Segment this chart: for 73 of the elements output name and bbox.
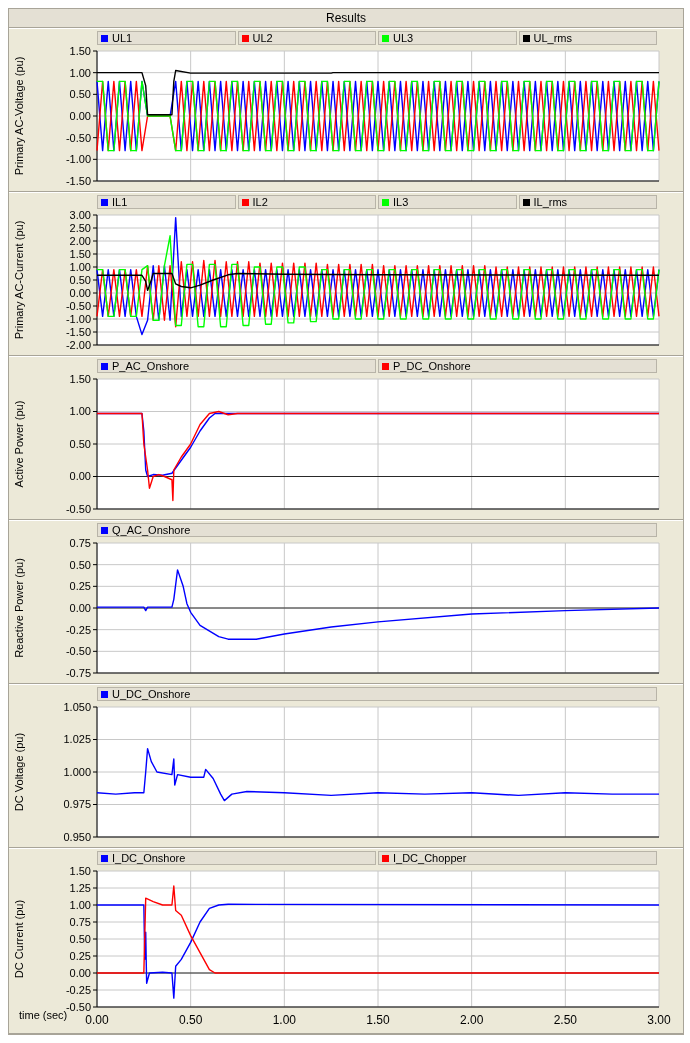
x-tick-label: 1.00 [272,1012,297,1027]
y-tick-label: -1.50 [65,325,91,338]
legend-label: U_DC_Onshore [112,688,191,700]
y-tick-label: 1.50 [69,372,91,385]
legend-label: IL2 [252,196,268,208]
y-tick-label: 0.75 [69,536,91,549]
legend-label: IL_rms [533,196,568,208]
legend-label: P_AC_Onshore [112,360,190,372]
legend-label: IL3 [393,196,409,208]
y-tick-label: 1.050 [63,700,91,713]
y-tick-label: 0.75 [69,915,91,928]
y-tick-label: 1.000 [63,765,91,778]
y-tick-label: -0.25 [65,983,91,996]
legend-label: IL1 [112,196,128,208]
y-tick-label: -0.50 [65,131,91,144]
legend-label: UL1 [112,32,133,44]
x-tick-label: 2.00 [459,1012,484,1027]
legend-label: I_DC_Chopper [393,852,467,864]
y-tick-label: -2.00 [65,338,91,351]
y-tick-label: 0.25 [69,949,91,962]
y-tick-label: 2.00 [69,234,91,247]
y-tick-label: 1.25 [69,881,91,894]
x-tick-label: 3.00 [647,1012,671,1027]
y-tick-label: 0.50 [69,932,91,945]
x-tick-label: 2.50 [553,1012,578,1027]
y-tick-label: 3.00 [69,208,91,221]
y-tick-label: -1.00 [65,312,91,325]
chart-title: Results [9,9,683,28]
y-tick-label: 0.00 [69,966,91,979]
legend-label: UL_rms [533,32,573,44]
y-tick-label: 1.00 [69,898,91,911]
y-tick-label: 1.00 [69,66,91,79]
y-tick-label: 0.25 [69,580,91,593]
x-tick-label: 0.50 [178,1012,203,1027]
y-tick-label: -0.50 [65,502,91,515]
y-tick-label: 0.50 [69,437,91,450]
y-tick-label: 1.50 [69,44,91,57]
y-tick-label: -0.50 [65,1000,91,1013]
y-tick-label: 0.00 [69,470,91,483]
y-axis-title: Reactive Power (pu) [12,558,25,658]
y-axis-title: DC Voltage (pu) [12,732,25,812]
y-tick-label: 0.00 [69,109,91,122]
y-tick-label: 0.50 [69,558,91,571]
y-tick-label: -0.50 [65,645,91,658]
y-tick-label: -1.00 [65,153,91,166]
y-tick-label: 1.025 [63,733,91,746]
legend-label: Q_AC_Onshore [112,524,191,536]
y-tick-label: 1.00 [69,260,91,273]
x-tick-label: 1.50 [366,1012,390,1027]
legend-label: I_DC_Onshore [112,852,186,864]
y-tick-label: -1.50 [65,174,91,187]
y-tick-label: 0.50 [69,88,91,101]
y-tick-label: -0.50 [65,299,91,312]
y-tick-label: 0.50 [69,273,91,286]
y-tick-label: 1.50 [69,864,91,877]
y-tick-label: 1.50 [69,247,91,260]
legend-label: UL2 [252,32,273,44]
legend-label: UL3 [393,32,414,44]
y-tick-label: -0.75 [65,666,91,679]
y-tick-label: 0.975 [63,798,91,811]
y-tick-label: 2.50 [69,221,91,234]
y-axis-title: Active Power (pu) [12,400,25,488]
y-tick-label: 0.00 [69,601,91,614]
x-tick-label: 0.00 [85,1012,109,1027]
y-axis-title: Primary AC-Voltage (pu) [12,56,25,176]
x-axis-title: time (sec) [19,1009,68,1021]
y-tick-label: 0.00 [69,286,91,299]
y-tick-label: 1.00 [69,405,91,418]
y-tick-label: 0.950 [63,830,91,843]
legend-label: P_DC_Onshore [393,360,471,372]
y-axis-title: Primary AC-Current (pu) [12,220,25,340]
y-axis-title: DC Current (pu) [12,899,25,979]
y-tick-label: -0.25 [65,623,91,636]
